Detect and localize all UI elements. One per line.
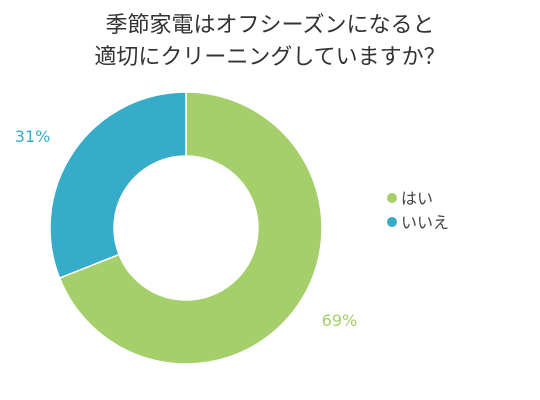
legend: はい いいえ [387, 189, 449, 232]
legend-label-no[interactable]: いいえ [401, 213, 449, 232]
donut-slice-no[interactable] [49, 91, 187, 280]
chart-title-line-1: 季節家電はオフシーズンになると [105, 13, 435, 38]
slice-label-yes: 69% [322, 311, 358, 330]
chart-title-line-2: 適切にクリーニングしていますか？ [94, 45, 446, 70]
percentage-labels: 69% 31% [15, 127, 357, 330]
legend-marker-no[interactable] [387, 217, 397, 227]
legend-marker-yes[interactable] [387, 193, 397, 203]
slice-label-no: 31% [15, 127, 51, 146]
legend-label-yes[interactable]: はい [401, 189, 433, 208]
donut-slice-yes[interactable] [58, 91, 323, 365]
donut-slices [49, 91, 323, 365]
